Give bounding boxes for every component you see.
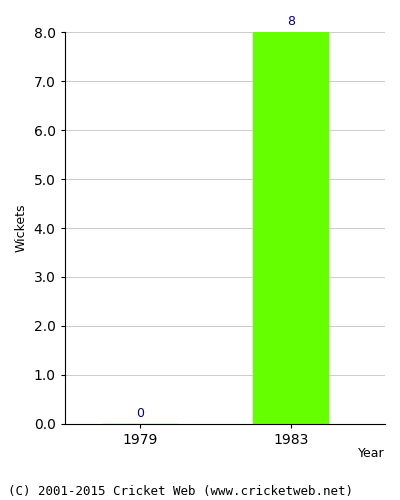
Text: 8: 8 — [287, 15, 295, 28]
Text: Year: Year — [358, 448, 385, 460]
Y-axis label: Wickets: Wickets — [15, 204, 28, 252]
Bar — [253, 32, 328, 424]
Text: 0: 0 — [136, 406, 144, 420]
Text: (C) 2001-2015 Cricket Web (www.cricketweb.net): (C) 2001-2015 Cricket Web (www.cricketwe… — [8, 484, 353, 498]
